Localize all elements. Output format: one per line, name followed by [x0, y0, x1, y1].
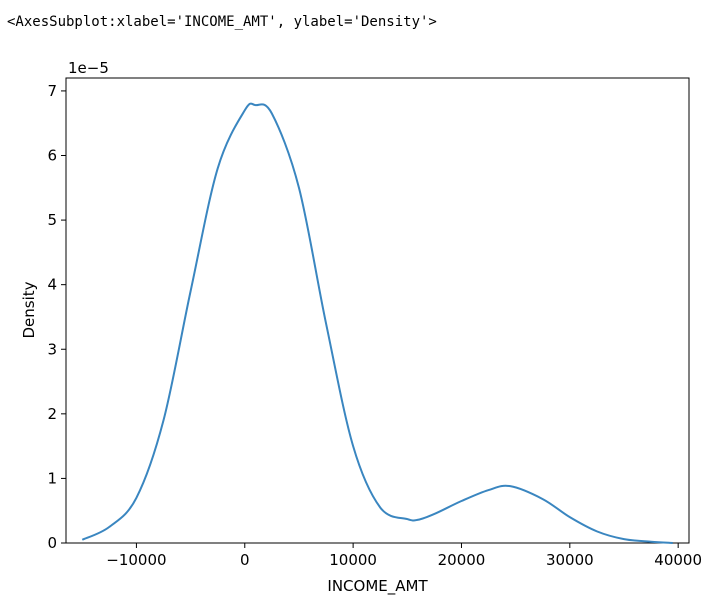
output-text: <AxesSubplot:xlabel='INCOME_AMT', ylabel… — [7, 14, 437, 30]
y-axis-label: Density — [20, 281, 38, 338]
x-tick-label: 40000 — [654, 551, 702, 569]
y-tick-label: 2 — [47, 405, 57, 423]
x-tick-label: 10000 — [329, 551, 377, 569]
y-tick-label: 1 — [47, 469, 57, 487]
y-tick-label: 5 — [47, 211, 57, 229]
x-tick-label: −10000 — [106, 551, 166, 569]
y-tick-label: 4 — [47, 276, 57, 294]
y-offset-label: 1e−5 — [68, 59, 109, 77]
y-tick-label: 6 — [47, 147, 57, 165]
density-line — [81, 102, 673, 544]
x-tick-label: 20000 — [438, 551, 486, 569]
y-tick-label: 3 — [47, 340, 57, 358]
x-axis-label: INCOME_AMT — [327, 577, 428, 596]
plot-frame — [65, 77, 690, 544]
x-tick-label: 30000 — [546, 551, 594, 569]
x-axis-ticks: −10000 0 10000 20000 30000 40000 — [106, 543, 702, 569]
y-axis-ticks: 0 1 2 3 4 5 6 7 — [47, 82, 66, 552]
y-tick-label: 0 — [47, 534, 57, 552]
y-tick-label: 7 — [47, 82, 57, 100]
x-tick-label: 0 — [240, 551, 250, 569]
